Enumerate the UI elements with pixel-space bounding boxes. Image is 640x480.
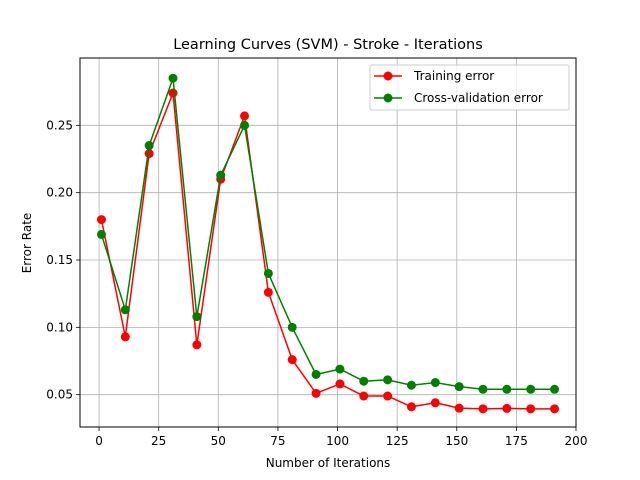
series-1-point <box>430 378 440 388</box>
series-1-point <box>192 312 202 322</box>
series-0-point <box>406 402 416 412</box>
legend-marker-cv <box>383 93 393 103</box>
series-0-point <box>502 403 512 413</box>
series-1-point <box>383 375 393 385</box>
y-tick-label: 0.15 <box>46 253 73 267</box>
series-0-point <box>168 88 178 98</box>
series-1-point <box>240 120 250 130</box>
x-tick-label: 200 <box>565 434 588 448</box>
series-0-point <box>383 391 393 401</box>
x-axis-label: Number of Iterations <box>266 456 391 470</box>
series-line-0 <box>100 92 555 410</box>
series-1-point <box>359 376 369 386</box>
series-1-point <box>406 380 416 390</box>
series-1-point <box>144 141 154 151</box>
chart-title: Learning Curves (SVM) - Stroke - Iterati… <box>173 37 483 53</box>
series-layer <box>96 73 560 414</box>
x-tick-label: 50 <box>211 434 226 448</box>
series-1-point <box>454 382 464 392</box>
legend: Training error Cross-validation error <box>369 64 570 111</box>
series-1-point <box>526 384 536 394</box>
series-1-point <box>216 170 226 180</box>
series-1-point <box>287 322 297 332</box>
x-tick-label: 175 <box>505 434 528 448</box>
y-tick-label: 0.20 <box>46 186 73 200</box>
x-tick-label: 100 <box>326 434 349 448</box>
series-0-point <box>287 355 297 365</box>
series-0-point <box>120 332 130 342</box>
legend-label-training: Training error <box>413 69 494 83</box>
series-1-point <box>335 364 345 374</box>
x-tick-label: 150 <box>445 434 468 448</box>
grid <box>80 58 577 427</box>
x-tick-label: 75 <box>270 434 285 448</box>
series-0-point <box>359 391 369 401</box>
plot-frame <box>79 57 577 428</box>
series-line-1 <box>100 77 555 391</box>
series-1-point <box>311 369 321 379</box>
legend-label-cv: Cross-validation error <box>414 91 543 105</box>
series-0-point <box>311 388 321 398</box>
x-tick-label: 125 <box>386 434 409 448</box>
series-1-point <box>96 229 106 239</box>
series-1-point <box>263 268 273 278</box>
series-0-point <box>335 379 345 389</box>
series-0-point <box>454 403 464 413</box>
series-1-point <box>478 384 488 394</box>
ticks: 0 25 50 75 100 125 150 175 200 0.05 0.10 0.15 0.20 0.… <box>46 118 587 448</box>
series-1-point <box>168 73 178 83</box>
x-tick-label: 0 <box>95 434 103 448</box>
legend-marker-training <box>383 71 393 81</box>
series-0-point <box>240 111 250 121</box>
series-0-point <box>263 287 273 297</box>
series-0-point <box>192 340 202 350</box>
y-axis-label: Error Rate <box>20 213 34 274</box>
series-0-point <box>526 404 536 414</box>
y-tick-label: 0.05 <box>46 388 73 402</box>
x-tick-label: 25 <box>151 434 166 448</box>
series-0-point <box>96 215 106 225</box>
series-1-point <box>120 305 130 315</box>
series-1-point <box>550 384 560 394</box>
series-1-point <box>502 384 512 394</box>
series-0-point <box>478 404 488 414</box>
y-tick-label: 0.10 <box>46 320 73 334</box>
series-0-point <box>550 404 560 414</box>
series-0-point <box>430 398 440 408</box>
legend-frame <box>369 64 570 111</box>
y-tick-label: 0.25 <box>46 118 73 132</box>
